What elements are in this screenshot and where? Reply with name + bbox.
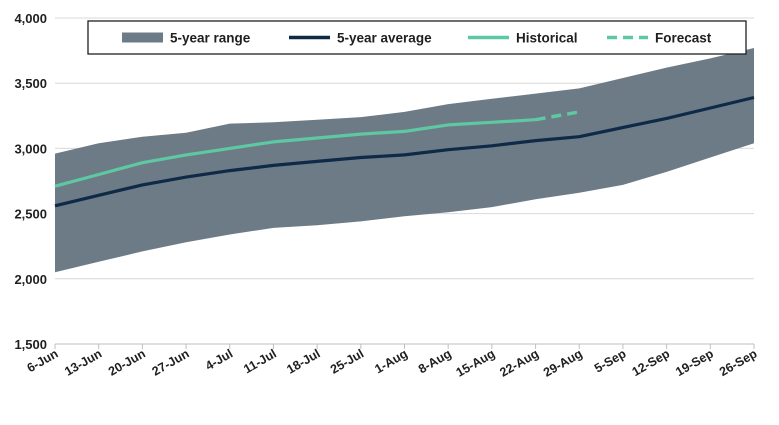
x-tick-label: 25-Jul <box>328 346 366 376</box>
legend: 5-year range 5-year average Historical Fore… <box>87 20 747 55</box>
series-lines <box>54 95 755 208</box>
x-tick-label: 26-Sep <box>717 346 760 379</box>
series-5-year-average <box>54 95 755 208</box>
legend-label-5-year-range: 5-year range <box>170 31 251 46</box>
x-tick-label: 20-Jun <box>106 346 148 378</box>
legend-swatch-5-year-range <box>122 32 163 43</box>
legend-label-forecast: Forecast <box>655 31 712 46</box>
x-tick-label: 11-Jul <box>241 346 279 376</box>
x-tick-label: 29-Aug <box>541 346 585 379</box>
x-tick-label: 4-Jul <box>203 346 235 373</box>
range-band <box>55 48 754 273</box>
series-forecast <box>535 110 580 122</box>
series-5-year-range <box>55 48 754 273</box>
y-tick-label: 3,000 <box>14 141 47 156</box>
x-tick-label: 27-Jun <box>150 346 192 378</box>
legend-box <box>87 20 747 55</box>
x-tick-label: 18-Jul <box>284 346 322 376</box>
legend-label-5-year-average: 5-year average <box>337 31 432 46</box>
x-tick-label: 22-Aug <box>497 346 541 379</box>
x-tick-label: 8-Aug <box>416 346 454 376</box>
y-tick-label: 3,500 <box>14 76 47 91</box>
x-axis: 6-Jun 13-Jun 20-Jun 27-Jun 4-Jul 11-Jul 18-Jul… <box>25 343 760 380</box>
y-tick-label: 4,000 <box>14 11 47 26</box>
series-historical <box>54 118 536 188</box>
x-tick-label: 5-Sep <box>592 346 629 375</box>
y-tick-label: 2,500 <box>14 207 47 222</box>
x-tick-label: 19-Sep <box>673 346 716 379</box>
y-tick-label: 1,500 <box>14 337 47 352</box>
legend-label-historical: Historical <box>516 31 578 46</box>
y-tick-label: 2,000 <box>14 272 47 287</box>
y-axis: 1,500 2,000 2,500 3,000 3,500 4,000 <box>14 11 47 352</box>
x-tick-label: 1-Aug <box>372 346 410 376</box>
x-tick-label: 15-Aug <box>454 346 498 379</box>
x-tick-label: 13-Jun <box>62 346 104 378</box>
x-tick-label: 12-Sep <box>630 346 673 379</box>
